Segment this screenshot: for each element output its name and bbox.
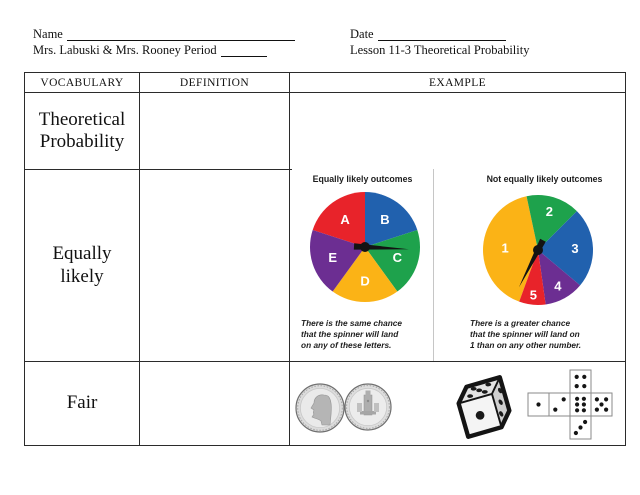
lesson-title-line: Lesson 11-3 Theoretical Probability <box>350 43 529 57</box>
definition-cell-theoretical <box>140 93 290 170</box>
spinner-panel-unequal: Not equally likely outcomes 1 2 3 4 5 There … <box>434 169 625 361</box>
example-cell-equally-likely <box>290 170 625 362</box>
name-blank <box>66 27 295 41</box>
col-header-example: EXAMPLE <box>290 73 625 93</box>
die-net-image <box>527 369 615 446</box>
svg-text:E: E <box>328 250 337 265</box>
period-blank <box>220 43 267 57</box>
spinner-equal-caption: There is the same chance that the spinne… <box>301 318 402 351</box>
teacher-period-line: Mrs. Labuski & Mrs. Rooney Period <box>33 43 277 57</box>
example-cell-theoretical <box>290 93 625 170</box>
col-header-vocabulary: VOCABULARY <box>25 73 140 93</box>
svg-text:D: D <box>360 274 369 289</box>
spinner-equal-chart: A B C D E <box>305 187 425 312</box>
spinner-equal-title: Equally likely outcomes <box>312 174 413 184</box>
date-blank <box>377 27 506 41</box>
panel-divider <box>433 169 434 361</box>
spinner-panel-equal: Equally likely outcomes A B C D E There is t… <box>292 169 433 361</box>
teacher-period-label: Mrs. Labuski & Mrs. Rooney Period <box>33 43 217 57</box>
svg-text:2: 2 <box>546 204 553 219</box>
spinner-unequal-caption: There is a greater chance that the spinn… <box>470 318 582 351</box>
die-3d-image <box>445 366 523 453</box>
svg-text:4: 4 <box>554 279 562 294</box>
definition-cell-fair <box>140 362 290 445</box>
name-line: Name <box>33 27 295 41</box>
date-line: Date <box>350 27 506 41</box>
svg-text:5: 5 <box>530 287 537 302</box>
definition-cell-equally-likely <box>140 170 290 362</box>
spinner-unequal-chart: 1 2 3 4 5 <box>478 190 598 315</box>
term-fair: Fair <box>25 362 140 445</box>
quarter-heads-icon <box>295 383 345 433</box>
svg-text:B: B <box>380 212 389 227</box>
lesson-title: Lesson 11-3 Theoretical Probability <box>350 43 530 57</box>
svg-text:3: 3 <box>571 241 578 256</box>
coins-image <box>294 381 396 440</box>
date-label: Date <box>350 27 374 41</box>
svg-text:1: 1 <box>501 240 508 255</box>
name-label: Name <box>33 27 63 41</box>
term-theoretical-probability: Theoretical Probability <box>25 93 140 170</box>
quarter-tails-icon <box>344 383 392 431</box>
col-header-definition: DEFINITION <box>140 73 290 93</box>
spinner-unequal-title: Not equally likely outcomes <box>486 174 603 184</box>
svg-text:C: C <box>393 250 403 265</box>
term-equally-likely: Equally likely <box>25 170 140 362</box>
svg-text:A: A <box>340 212 350 227</box>
